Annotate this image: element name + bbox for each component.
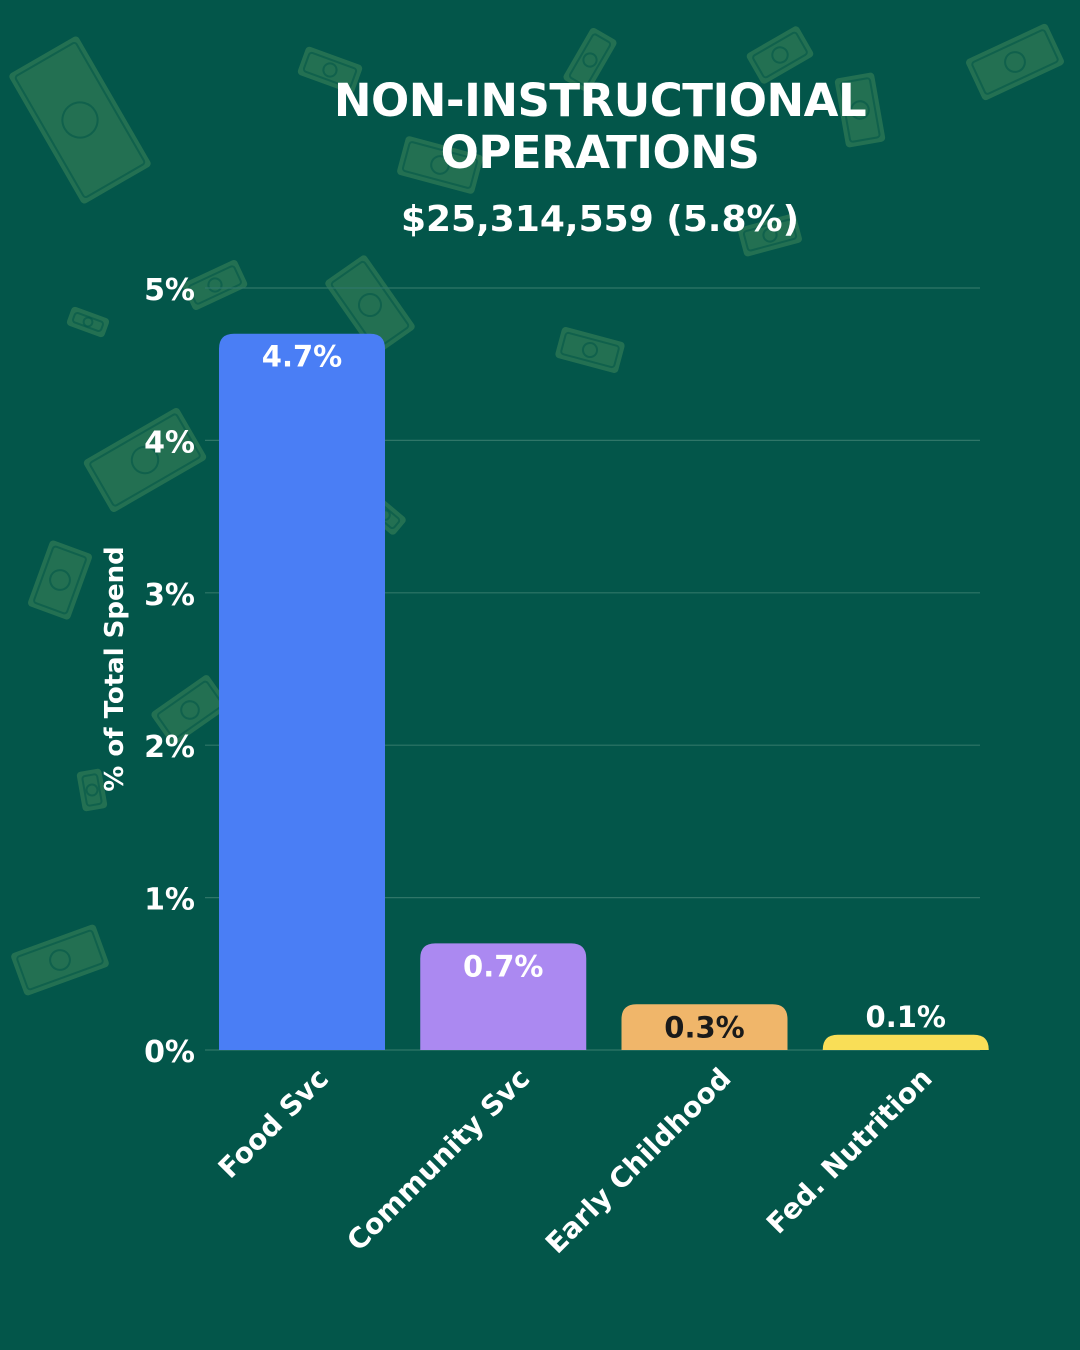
y-tick-label: 0% — [144, 1035, 195, 1070]
money-bill-icon — [397, 136, 483, 194]
bar-value-label: 0.1% — [866, 1000, 946, 1034]
bar — [420, 943, 587, 1050]
money-bill-icon — [11, 924, 109, 996]
money-bill-icon — [28, 540, 92, 620]
y-tick-label: 5% — [144, 273, 195, 308]
x-tick-label: Community Svc — [340, 1062, 536, 1258]
money-bill-icon — [966, 23, 1064, 101]
y-axis-label: % of Total Spend — [100, 546, 130, 792]
money-bill-icon — [746, 26, 814, 84]
y-tick-label: 3% — [144, 578, 195, 613]
money-bill-icon — [297, 46, 363, 94]
money-bill-icon — [325, 255, 415, 355]
bar — [219, 333, 385, 1051]
money-bill-icon — [83, 407, 207, 513]
money-bill-icon — [738, 213, 802, 257]
money-bill-icon — [182, 260, 248, 310]
y-tick-label: 4% — [144, 425, 195, 460]
money-bill-icon — [76, 768, 108, 812]
money-bill-icon — [834, 72, 886, 148]
bar-value-label: 4.7% — [262, 340, 342, 374]
y-tick-label: 2% — [144, 730, 195, 765]
bar-value-label: 0.7% — [463, 949, 543, 983]
bar — [822, 1034, 989, 1050]
money-bill-icon — [66, 306, 110, 338]
chart-subtitle: $25,314,559 (5.8%) — [400, 199, 800, 240]
money-bill-icon — [563, 27, 617, 93]
bar — [621, 1004, 788, 1050]
money-bill-icon — [151, 675, 229, 745]
x-tick-label: Food Svc — [212, 1062, 335, 1185]
chart-title: NON-INSTRUCTIONAL OPERATIONS — [333, 74, 867, 179]
y-tick-label: 1% — [144, 883, 195, 918]
money-bill-icon — [9, 36, 151, 204]
money-bill-icon — [555, 327, 625, 373]
x-tick-label: Early Childhood — [539, 1062, 737, 1260]
bar-value-label: 0.3% — [664, 1010, 744, 1044]
x-tick-label: Fed. Nutrition — [760, 1062, 939, 1241]
